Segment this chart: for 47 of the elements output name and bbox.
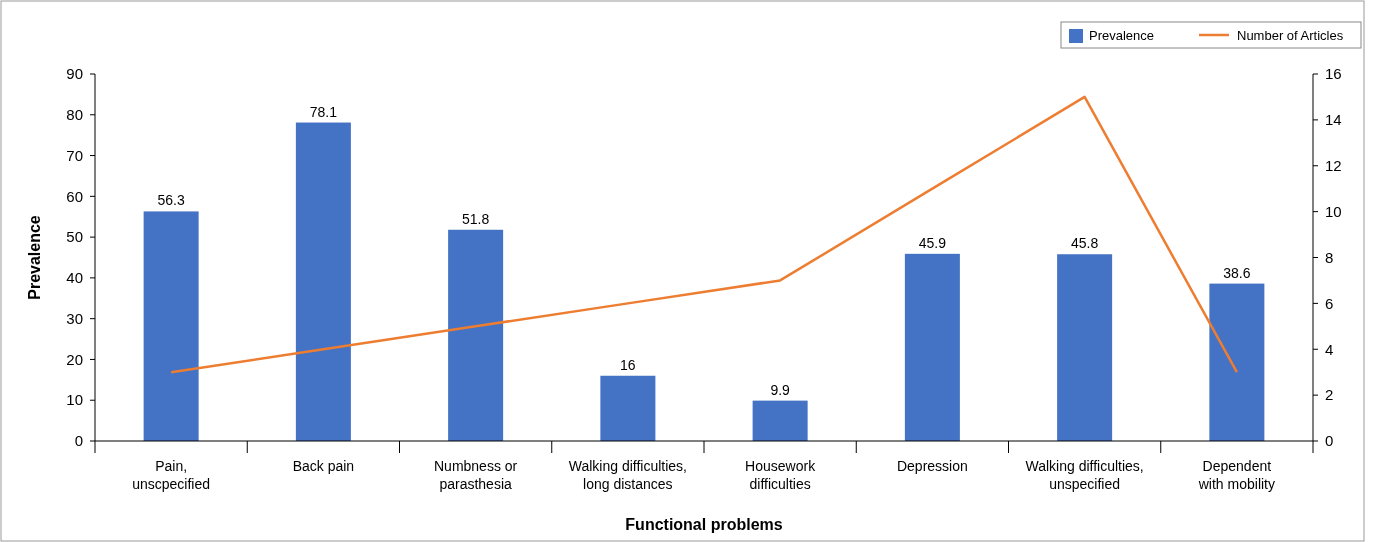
x-tick-label: Housework difficulties [745, 458, 817, 492]
bar [904, 253, 960, 441]
data-label: 45.8 [1071, 235, 1099, 252]
data-label: 51.8 [462, 210, 490, 227]
bar [295, 122, 351, 441]
x-tick-label: Pain, unscpecified [132, 458, 211, 492]
x-tick-label: Back pain [292, 458, 355, 474]
y2-tick-label: 6 [1325, 294, 1334, 312]
bar [1209, 283, 1265, 441]
legend-label: Prevalence [1089, 27, 1155, 43]
data-label: 16 [620, 356, 636, 373]
bar [1057, 254, 1113, 441]
data-label: 38.6 [1223, 264, 1251, 281]
y2-tick-label: 16 [1325, 65, 1342, 83]
bar [448, 229, 504, 441]
y-tick-label: 90 [66, 65, 83, 83]
x-tick-label: Walking difficulties, unspecified [1025, 458, 1144, 492]
y2-tick-label: 12 [1325, 157, 1342, 174]
bar [752, 400, 808, 441]
y-tick-label: 0 [74, 432, 83, 450]
x-tick-label: Dependent with mobility [1197, 458, 1275, 492]
y-tick-label: 60 [66, 187, 83, 205]
y2-tick-label: 2 [1325, 386, 1334, 404]
y-tick-label: 70 [66, 146, 83, 164]
x-axis-title: Functional problems [625, 516, 783, 533]
y2-tick-label: 10 [1325, 202, 1342, 220]
y2-tick-label: 8 [1325, 248, 1334, 266]
y-tick-label: 50 [66, 228, 83, 246]
y2-tick-label: 4 [1325, 340, 1334, 358]
data-label: 9.9 [770, 381, 791, 398]
legend-label: Number of Articles [1237, 27, 1344, 43]
y-axis-title: Prevalence [26, 215, 43, 300]
bar [600, 375, 656, 441]
y-tick-label: 40 [66, 269, 83, 287]
y2-tick-label: 0 [1325, 432, 1334, 450]
x-tick-label: Numbness or parasthesia [433, 458, 518, 492]
data-label: 78.1 [309, 103, 338, 120]
y-tick-label: 80 [66, 106, 83, 124]
y-tick-label: 30 [66, 309, 83, 327]
data-label: 45.9 [918, 234, 947, 251]
y-tick-label: 20 [66, 350, 83, 368]
bar [143, 211, 199, 441]
x-tick-label: Walking difficulties, long distances [568, 458, 688, 492]
y-tick-label: 10 [66, 391, 83, 409]
data-label: 56.3 [157, 192, 185, 209]
x-tick-label: Depression [896, 458, 968, 474]
y2-tick-label: 14 [1325, 111, 1342, 129]
